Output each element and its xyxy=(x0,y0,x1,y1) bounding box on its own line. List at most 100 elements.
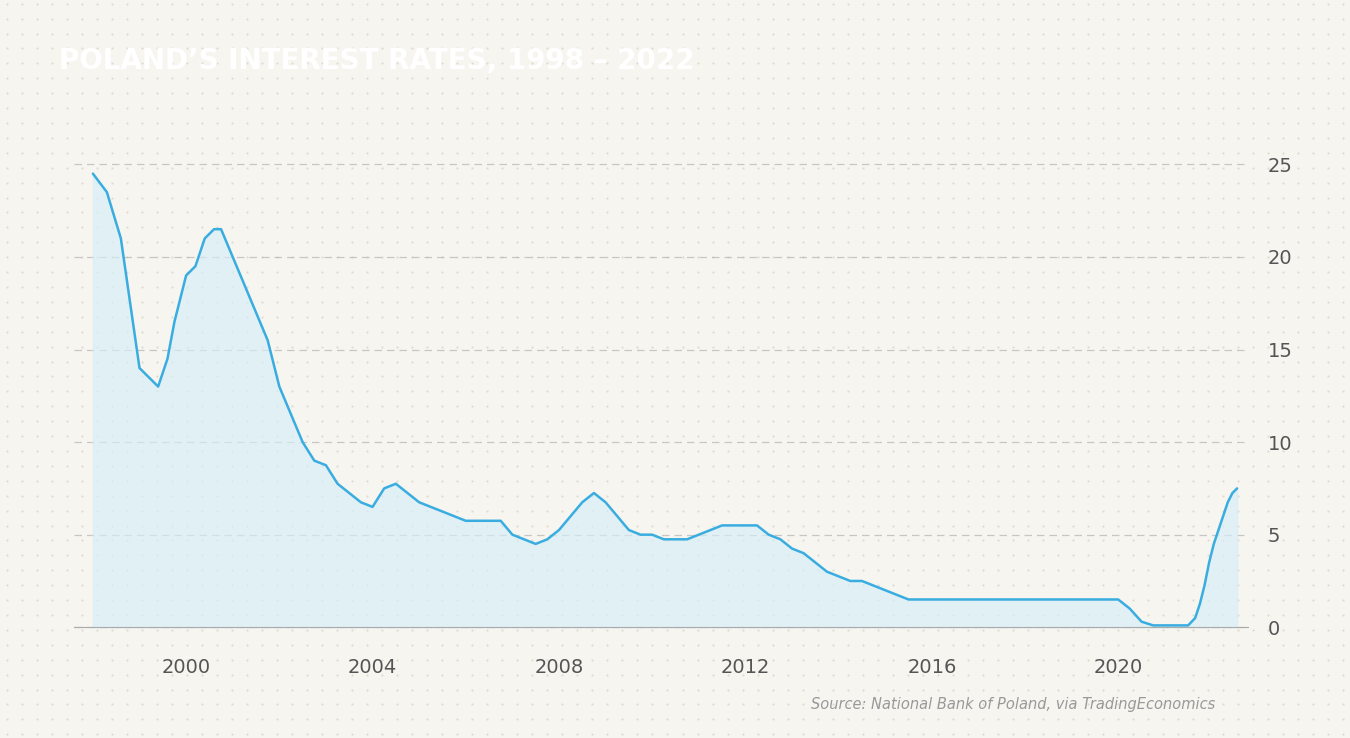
Point xyxy=(626,147,648,159)
Point xyxy=(972,505,994,517)
Point xyxy=(1137,58,1158,69)
Point xyxy=(1242,251,1264,263)
Point xyxy=(1183,385,1204,397)
Point xyxy=(477,296,498,308)
Point xyxy=(582,445,603,457)
Point xyxy=(1092,475,1114,487)
Point xyxy=(597,162,618,173)
Point xyxy=(987,699,1008,711)
Point xyxy=(972,281,994,293)
Point xyxy=(26,609,47,621)
Point xyxy=(567,415,589,427)
Point xyxy=(732,370,753,382)
Point xyxy=(131,460,153,472)
Point xyxy=(792,699,814,711)
Point xyxy=(221,654,243,666)
Point xyxy=(401,415,423,427)
Point xyxy=(687,27,709,39)
Point xyxy=(732,654,753,666)
Point xyxy=(702,385,724,397)
Point xyxy=(386,534,408,546)
Point xyxy=(462,505,483,517)
Point xyxy=(1092,0,1114,10)
Point xyxy=(882,132,903,144)
Point xyxy=(521,162,543,173)
Point xyxy=(1122,266,1143,278)
Point xyxy=(491,385,513,397)
Point xyxy=(732,565,753,576)
Point xyxy=(656,639,678,651)
Point xyxy=(1048,594,1069,606)
Point xyxy=(1183,415,1204,427)
Point xyxy=(776,683,798,695)
Point xyxy=(1227,505,1249,517)
Point xyxy=(161,132,182,144)
Point xyxy=(72,475,93,487)
Point xyxy=(732,490,753,502)
Point xyxy=(1318,43,1339,55)
Point xyxy=(1153,192,1174,204)
Point xyxy=(55,192,77,204)
Point xyxy=(747,296,768,308)
Point xyxy=(957,385,979,397)
Point xyxy=(521,311,543,323)
Point xyxy=(327,534,348,546)
Point xyxy=(281,401,302,413)
Point xyxy=(447,311,468,323)
Point xyxy=(251,683,273,695)
Point xyxy=(477,207,498,218)
Point xyxy=(1227,0,1249,10)
Point xyxy=(86,445,108,457)
Point xyxy=(852,0,873,10)
Point xyxy=(1153,534,1174,546)
Point xyxy=(1048,683,1069,695)
Point xyxy=(11,311,32,323)
Point xyxy=(266,505,288,517)
Point xyxy=(656,460,678,472)
Point xyxy=(0,639,18,651)
Point xyxy=(296,490,317,502)
Point xyxy=(732,505,753,517)
Point xyxy=(702,430,724,442)
Point xyxy=(116,565,138,576)
Point xyxy=(852,236,873,248)
Point xyxy=(1332,325,1350,337)
Point xyxy=(207,58,228,69)
Point xyxy=(447,221,468,233)
Point xyxy=(987,13,1008,24)
Point xyxy=(521,639,543,651)
Point xyxy=(1048,72,1069,84)
Point xyxy=(462,415,483,427)
Point xyxy=(26,579,47,591)
Point xyxy=(972,356,994,368)
Point xyxy=(416,221,437,233)
Point xyxy=(1107,728,1129,738)
Point xyxy=(327,58,348,69)
Point xyxy=(747,176,768,188)
Point xyxy=(927,550,949,562)
Point xyxy=(72,385,93,397)
Point xyxy=(822,117,844,129)
Point xyxy=(747,58,768,69)
Point xyxy=(116,221,138,233)
Point xyxy=(266,669,288,680)
Point xyxy=(251,534,273,546)
Point xyxy=(11,58,32,69)
Point xyxy=(1197,13,1219,24)
Point xyxy=(1107,550,1129,562)
Point xyxy=(401,251,423,263)
Point xyxy=(597,490,618,502)
Point xyxy=(101,13,123,24)
Point xyxy=(1077,87,1099,99)
Point xyxy=(1197,281,1219,293)
Point xyxy=(296,236,317,248)
Point xyxy=(371,534,393,546)
Point xyxy=(1212,72,1234,84)
Point xyxy=(1153,311,1174,323)
Point xyxy=(506,475,528,487)
Point xyxy=(882,0,903,10)
Point xyxy=(266,579,288,591)
Point xyxy=(1318,683,1339,695)
Point xyxy=(776,699,798,711)
Point xyxy=(536,654,558,666)
